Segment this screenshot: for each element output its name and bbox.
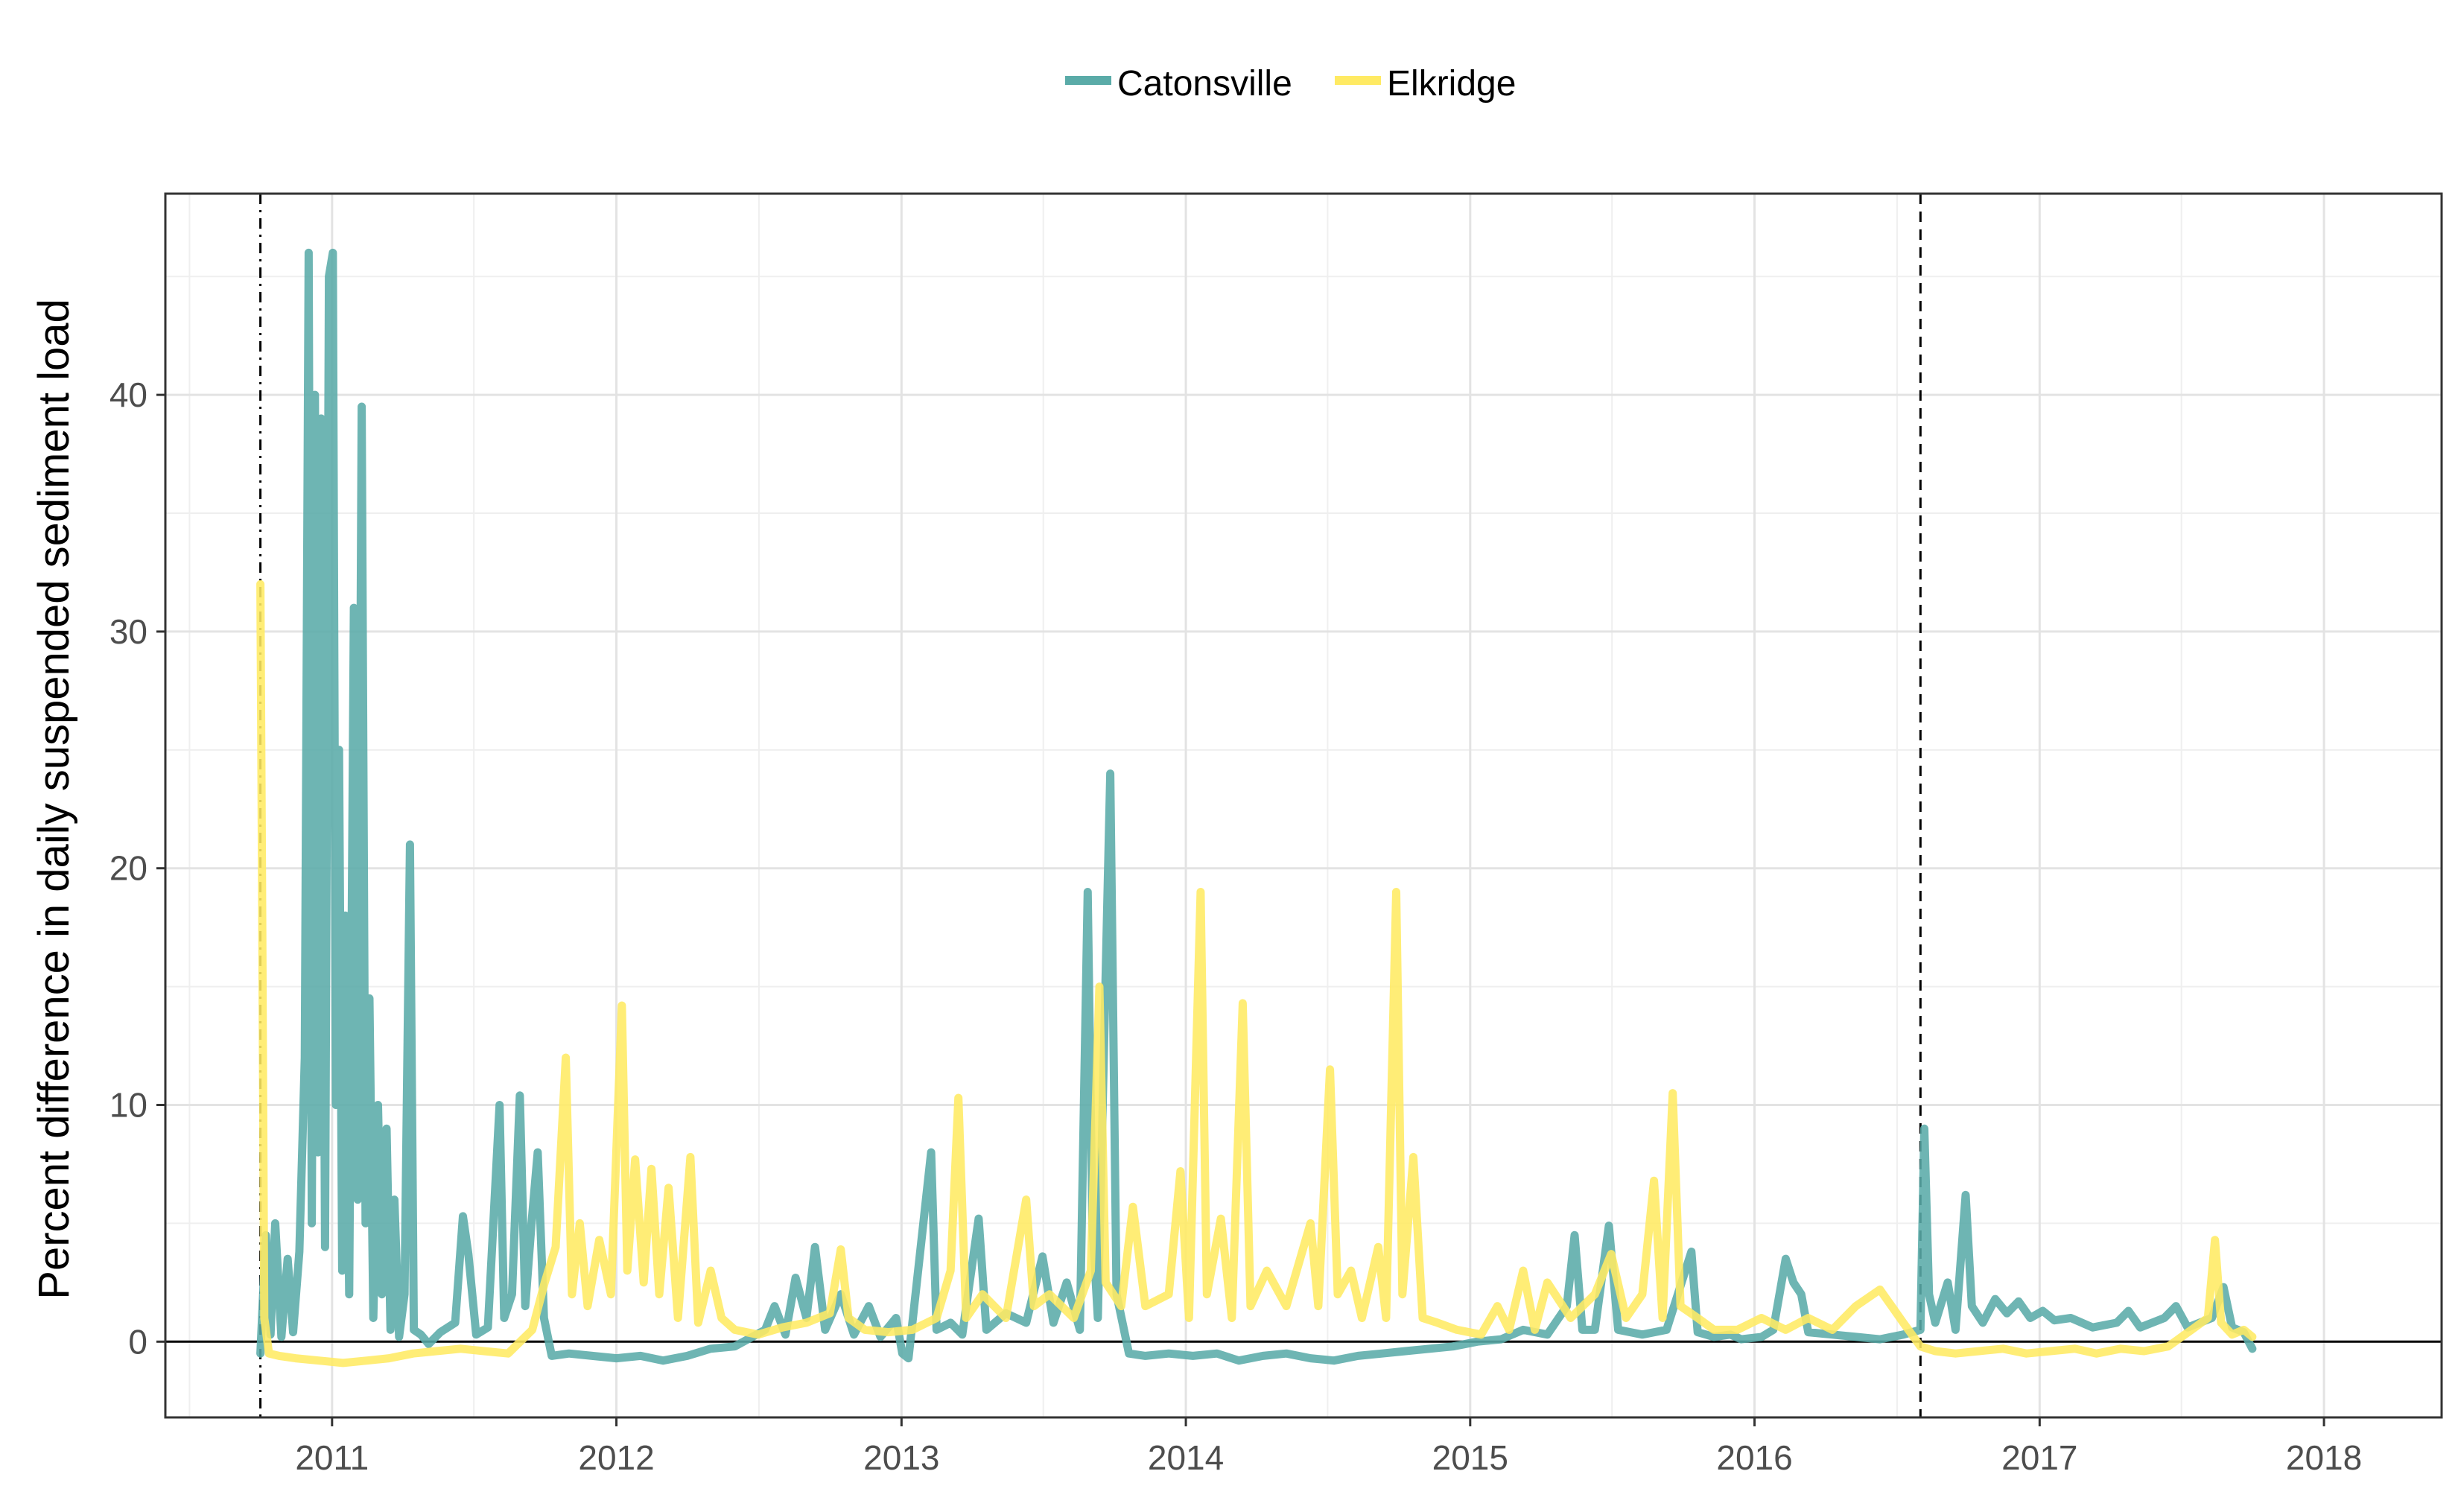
series-line-catonsville [256,248,2257,1365]
legend: Catonsville Elkridge [1065,64,1516,104]
plot-frame [164,192,2443,1419]
y-tick-label: 30 [109,612,147,651]
x-tick-label: 2012 [578,1438,654,1477]
x-tick-label: 2017 [2001,1438,2077,1477]
y-axis-title: Percent difference in daily suspended se… [30,299,78,1299]
y-tick-label: 0 [128,1322,147,1361]
x-tick-label: 2015 [1432,1438,1508,1477]
x-tick-label: 2018 [2286,1438,2362,1477]
x-tick-label: 2016 [1716,1438,1792,1477]
legend-label-catonsville: Catonsville [1117,64,1292,104]
x-tick-label: 2013 [863,1438,939,1477]
legend-swatch-elkridge [1335,76,1381,85]
y-tick-label: 40 [109,375,147,414]
y-tick-label: 20 [109,849,147,888]
y-tick-label: 10 [109,1086,147,1125]
legend-swatch-catonsville [1065,76,1111,85]
legend-label-elkridge: Elkridge [1387,64,1516,104]
axis-layer: 2011 2012 2013 2014 2015 2016 2017 2018 0 10 20 30 4… [109,375,2362,1477]
x-tick-label: 2014 [1148,1438,1224,1477]
series-line-elkridge [256,579,2257,1368]
x-tick-label: 2011 [295,1438,369,1477]
series-layer [256,248,2257,1368]
